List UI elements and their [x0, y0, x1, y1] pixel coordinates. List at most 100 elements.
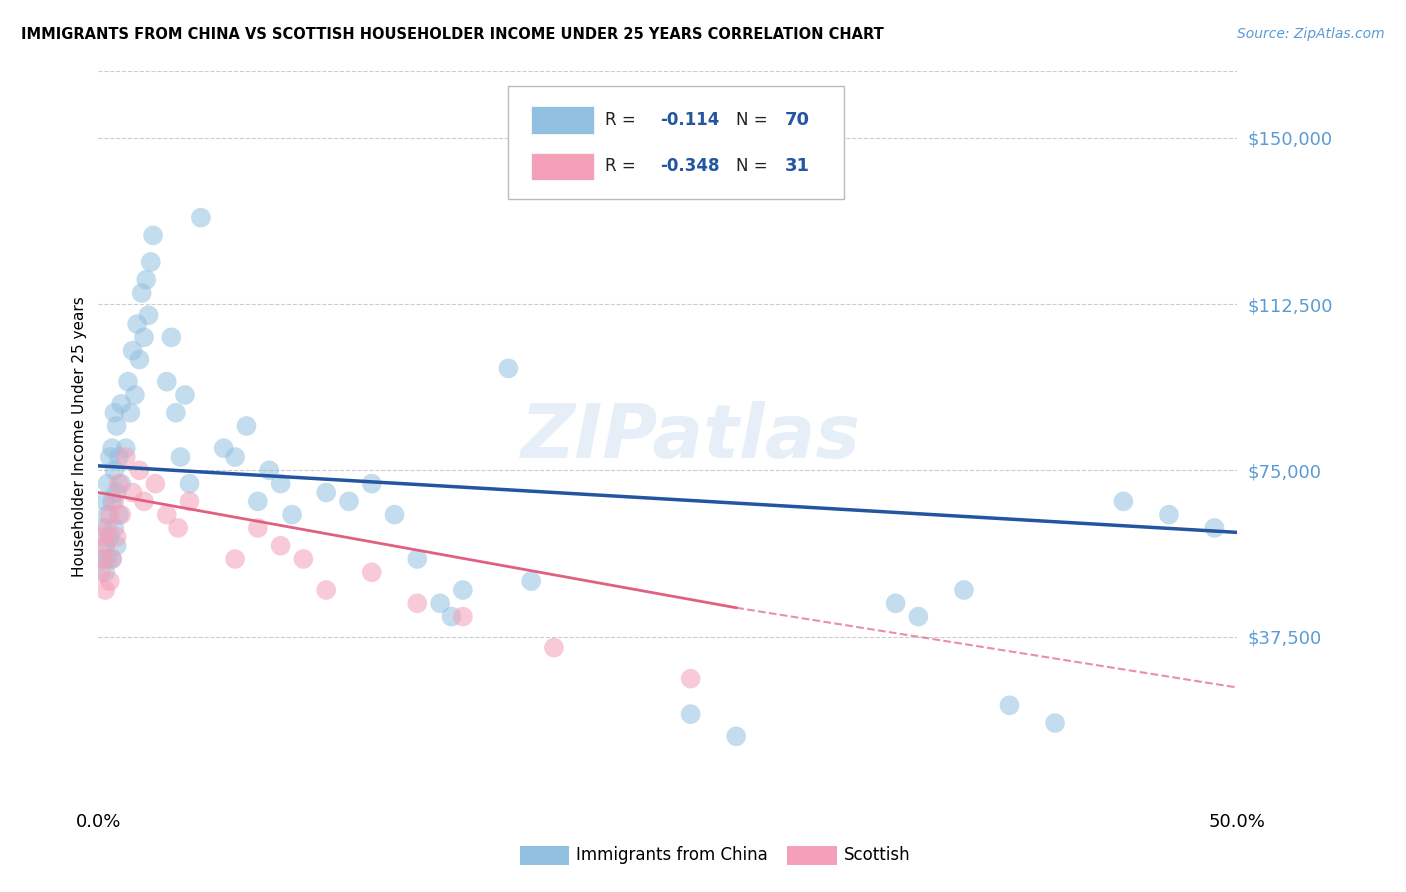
Point	[121, 343, 143, 358]
Point	[179, 494, 201, 508]
Point	[114, 441, 136, 455]
Point	[725, 729, 748, 743]
Point	[520, 574, 543, 589]
Point	[110, 476, 132, 491]
Point	[907, 609, 929, 624]
Text: ZIPatlas: ZIPatlas	[520, 401, 860, 474]
Point	[212, 441, 235, 455]
Point	[101, 494, 124, 508]
Point	[160, 330, 183, 344]
Point	[429, 596, 451, 610]
Text: -0.114: -0.114	[659, 112, 720, 129]
Point	[91, 552, 114, 566]
Point	[259, 463, 281, 477]
Point	[96, 476, 118, 491]
FancyBboxPatch shape	[531, 153, 593, 180]
Point	[103, 406, 125, 420]
Point	[679, 707, 702, 722]
Text: IMMIGRANTS FROM CHINA VS SCOTTISH HOUSEHOLDER INCOME UNDER 25 YEARS CORRELATION : IMMIGRANTS FROM CHINA VS SCOTTISH HOUSEH…	[21, 27, 884, 42]
Text: R =: R =	[605, 158, 641, 176]
Point	[1112, 494, 1135, 508]
Point	[884, 596, 907, 610]
Point	[270, 539, 292, 553]
Point	[543, 640, 565, 655]
Point	[156, 375, 179, 389]
Point	[94, 582, 117, 597]
Point	[169, 450, 191, 464]
Point	[91, 521, 114, 535]
Point	[94, 539, 117, 553]
Point	[246, 494, 269, 508]
Point	[270, 476, 292, 491]
Point	[132, 494, 155, 508]
Point	[98, 508, 121, 522]
Y-axis label: Householder Income Under 25 years: Householder Income Under 25 years	[72, 297, 87, 577]
Point	[131, 285, 153, 300]
Point	[167, 521, 190, 535]
Text: 31: 31	[785, 158, 810, 176]
Point	[105, 485, 128, 500]
Text: 70: 70	[785, 112, 810, 129]
Point	[139, 255, 162, 269]
Point	[94, 539, 117, 553]
Point	[360, 476, 382, 491]
Point	[98, 450, 121, 464]
Point	[1043, 716, 1066, 731]
Point	[103, 521, 125, 535]
Point	[498, 361, 520, 376]
Point	[101, 552, 124, 566]
Point	[315, 485, 337, 500]
Point	[281, 508, 304, 522]
Point	[117, 375, 139, 389]
Point	[120, 406, 142, 420]
Point	[384, 508, 406, 522]
Point	[96, 508, 118, 522]
Point	[1204, 521, 1226, 535]
Point	[292, 552, 315, 566]
Point	[105, 419, 128, 434]
Point	[174, 388, 197, 402]
Point	[142, 228, 165, 243]
Point	[440, 609, 463, 624]
Point	[108, 508, 131, 522]
Point	[190, 211, 212, 225]
FancyBboxPatch shape	[509, 86, 845, 200]
Point	[103, 494, 125, 508]
Point	[105, 530, 128, 544]
Point	[953, 582, 976, 597]
Point	[235, 419, 257, 434]
Point	[224, 552, 246, 566]
Point	[165, 406, 187, 420]
Point	[128, 352, 150, 367]
Point	[124, 388, 146, 402]
Point	[138, 308, 160, 322]
Point	[91, 530, 114, 544]
Point	[101, 441, 124, 455]
Point	[360, 566, 382, 580]
Text: Source: ZipAtlas.com: Source: ZipAtlas.com	[1237, 27, 1385, 41]
Point	[90, 566, 112, 580]
Point	[337, 494, 360, 508]
Point	[406, 552, 429, 566]
Point	[96, 552, 118, 566]
Point	[156, 508, 179, 522]
Point	[679, 672, 702, 686]
Point	[998, 698, 1021, 713]
Point	[96, 521, 118, 535]
Point	[108, 450, 131, 464]
Point	[94, 566, 117, 580]
Text: Immigrants from China: Immigrants from China	[576, 847, 768, 864]
Text: Scottish: Scottish	[844, 847, 910, 864]
Point	[246, 521, 269, 535]
Point	[132, 330, 155, 344]
Point	[91, 552, 114, 566]
Point	[101, 552, 124, 566]
Point	[451, 582, 474, 597]
Point	[179, 476, 201, 491]
Point	[98, 574, 121, 589]
Point	[110, 508, 132, 522]
Point	[128, 463, 150, 477]
Point	[145, 476, 167, 491]
Point	[224, 450, 246, 464]
Point	[127, 317, 149, 331]
